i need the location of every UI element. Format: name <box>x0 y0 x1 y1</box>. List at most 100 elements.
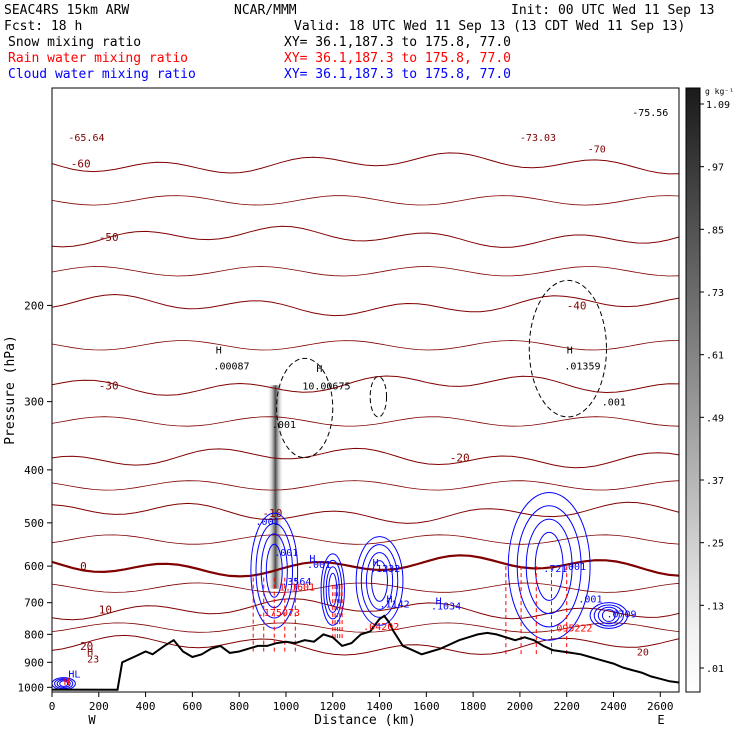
isotherm--30 <box>52 375 679 396</box>
west-end-label: W <box>88 713 96 727</box>
y-tick-label: 500 <box>24 517 44 530</box>
y-tick-label: 700 <box>24 597 44 610</box>
colorbar-tick-label: .61 <box>706 351 724 362</box>
isotherm-10 <box>52 598 679 621</box>
y-tick-label: 600 <box>24 560 44 573</box>
x-tick-label: 1600 <box>413 700 440 713</box>
isotherm-label: -30 <box>99 379 119 392</box>
colorbar-tick-label: .01 <box>706 664 724 675</box>
y-tick-label: 400 <box>24 464 44 477</box>
x-tick-label: 2000 <box>507 700 534 713</box>
model-title: SEAC4RS 15km ARW <box>4 3 129 18</box>
x-tick-label: 1800 <box>460 700 487 713</box>
x-tick-label: 1200 <box>319 700 346 713</box>
contour-annotation: .1232 <box>370 564 400 575</box>
cloud-water-contour <box>360 544 399 618</box>
x-tick-label: 1000 <box>273 700 300 713</box>
cloud-water-contour <box>54 678 74 690</box>
cloud-water-contour <box>593 604 624 627</box>
cloud-water-contour <box>371 560 388 602</box>
plot-background <box>52 88 679 692</box>
y-axis-label: Pressure (hPa) <box>3 335 18 445</box>
contour-annotation: .1142 <box>380 600 410 611</box>
cloud-water-contour <box>516 505 582 628</box>
x-axis-label: Distance (km) <box>314 713 416 728</box>
contour-annotation: .001 <box>602 398 626 409</box>
contour-annotation: H <box>567 346 573 357</box>
isotherm-label: -50 <box>99 231 119 244</box>
x-tick-label: 0 <box>49 700 56 713</box>
x-tick-label: 800 <box>229 700 249 713</box>
x-tick-label: 2400 <box>600 700 627 713</box>
cloud-water-contour <box>525 518 573 615</box>
y-tick-label: 300 <box>24 396 44 409</box>
contour-annotation: .04202 <box>363 622 399 633</box>
contour-annotation: .001 <box>578 595 602 606</box>
x-tick-label: 600 <box>182 700 202 713</box>
contour-annotation: H <box>87 648 93 659</box>
x-tick-label: 400 <box>136 700 156 713</box>
contour-annotation: 1.1601 <box>279 582 315 593</box>
contour-annotation: .01359 <box>564 361 600 372</box>
contour-annotation: .001 <box>274 548 298 559</box>
isotherm-label: 20 <box>80 640 93 653</box>
x-tick-label: 1400 <box>366 700 393 713</box>
contour-annotation: -70 <box>588 145 606 156</box>
contour-annotation: .095222 <box>550 623 592 634</box>
forecast-hour: Fcst: 18 h <box>4 19 82 34</box>
contour-annotation: .001 <box>562 562 586 573</box>
contour-annotation: .001 <box>272 420 296 431</box>
cloud-water-contour <box>355 536 404 626</box>
field-label-cloud-water: Cloud water mixing ratio <box>8 67 196 82</box>
isotherm--20 <box>52 447 679 469</box>
field-xy-rain: XY= 36.1,187.3 to 175.8, 77.0 <box>284 51 511 66</box>
y-tick-label: 200 <box>24 299 44 312</box>
init-time: Init: 00 UTC Wed 11 Sep 13 <box>511 3 715 18</box>
contour-annotation: -75.56 <box>632 108 668 119</box>
x-tick-label: 2600 <box>647 700 674 713</box>
colorbar-tick-label: .73 <box>706 288 724 299</box>
field-label-snow: Snow mixing ratio <box>8 35 141 50</box>
east-end-label: E <box>657 713 664 727</box>
contour-annotation: .0709 <box>606 609 636 620</box>
cloud-water-contour <box>597 606 620 625</box>
terrain-surface <box>52 614 679 691</box>
x-tick-label: 2200 <box>553 700 580 713</box>
isotherm-label: -20 <box>450 452 470 465</box>
isotherm--60 <box>52 152 679 175</box>
cloud-water-contour <box>320 553 345 626</box>
field-label-rain: Rain water mixing ratio <box>8 51 188 66</box>
contour-annotation: H <box>373 558 379 569</box>
isotherm--10 <box>52 501 679 524</box>
colorbar-units: g kg⁻¹ <box>705 87 734 96</box>
colorbar: g kg⁻¹ .01 .13 .25 .37 .49 .61 .73 .85 .97 1.09 <box>685 87 734 693</box>
cloud-water-contour <box>328 572 338 607</box>
snow-column-shading <box>267 385 284 589</box>
contour-annotation: H <box>316 364 322 375</box>
field-xy-cloud-water: XY= 36.1,187.3 to 175.8, 77.0 <box>284 67 511 82</box>
cloud-water-contour <box>601 609 616 622</box>
contour-annotation: 10.00675 <box>302 381 350 392</box>
isotherm-minor <box>52 480 679 491</box>
isotherm--40 <box>52 293 679 317</box>
isotherm-label: -40 <box>567 299 587 312</box>
snow-contour <box>276 357 334 459</box>
isotherm-20 <box>52 634 679 656</box>
contour-annotation: .00087 <box>213 361 249 372</box>
y-tick-label: 800 <box>24 628 44 641</box>
center-title: NCAR/MMM <box>234 3 297 18</box>
contour-annotation: H <box>436 596 442 607</box>
colorbar-tick-label: .13 <box>706 601 724 612</box>
valid-time: Valid: 18 UTC Wed 11 Sep 13 (13 CDT Wed … <box>294 19 685 34</box>
isotherm-minor <box>52 416 679 427</box>
contour-annotation: -65.64 <box>68 133 104 144</box>
isotherm-0 <box>52 554 679 578</box>
isotherm-minor <box>52 534 679 545</box>
isotherm-minor <box>52 582 679 593</box>
cloud-water-contour <box>507 492 591 641</box>
cloud-water-contour <box>255 523 294 619</box>
contour-annotation: -73.03 <box>520 133 556 144</box>
cloud-water-contour <box>534 531 564 601</box>
isotherm-label: 0 <box>80 560 87 573</box>
contour-annotation: 23 <box>87 654 99 665</box>
